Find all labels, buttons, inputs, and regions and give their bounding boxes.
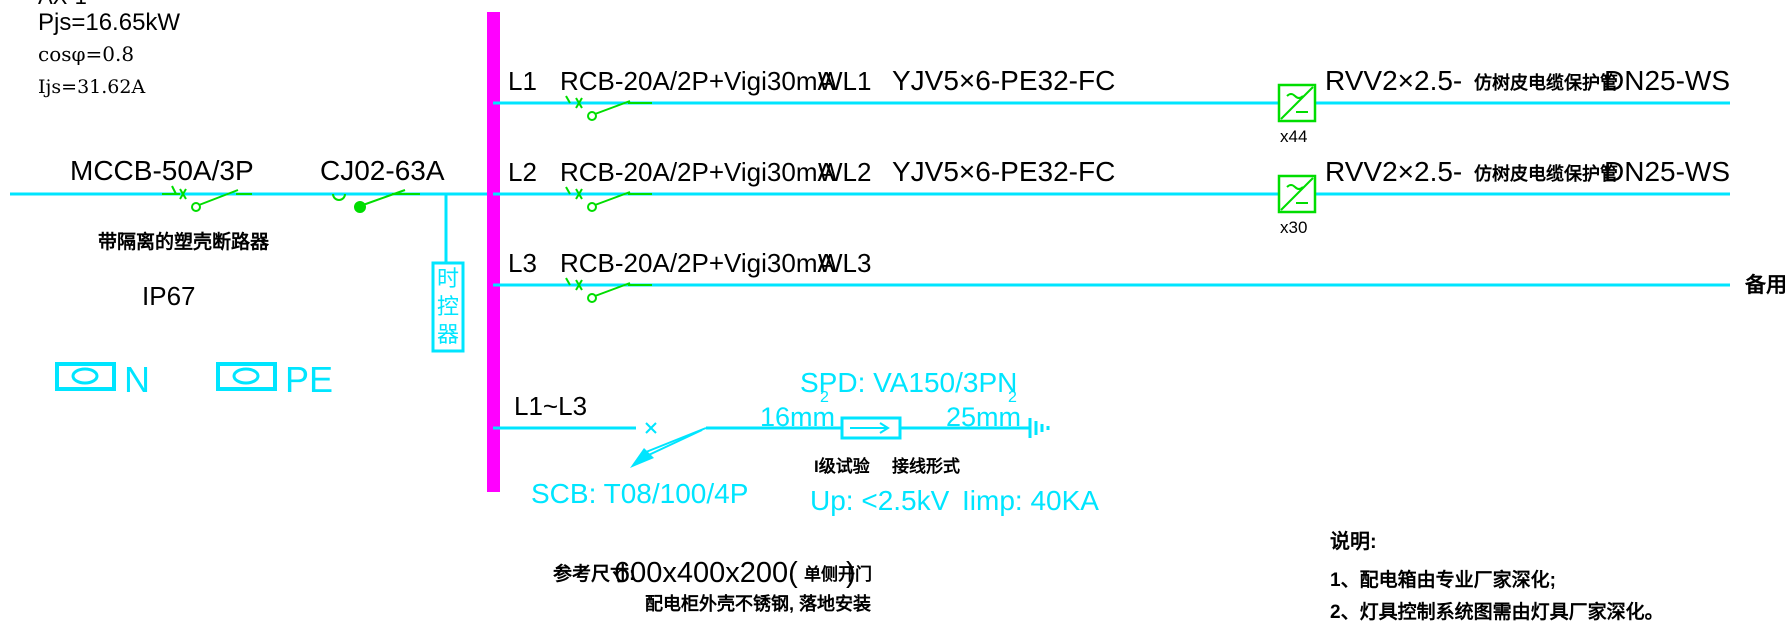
busbar	[487, 12, 500, 492]
note-item-1: 1、配电箱由专业厂家深化;	[1330, 568, 1556, 591]
mccb-symbol	[162, 185, 252, 212]
spd-device	[840, 416, 902, 440]
circuit-l1-conduit: 仿树皮电缆保护管	[1474, 72, 1618, 93]
contactor-symbol	[332, 189, 420, 213]
spd-phase: L1~L3	[514, 391, 587, 421]
circuit-l2-rcb-symbol	[565, 186, 652, 212]
timer-char-1: 时	[437, 266, 459, 291]
circuit-l2-wl: WL2	[818, 157, 871, 187]
scb-label: SCB: T08/100/4P	[531, 478, 748, 509]
circuit-l1-count: x44	[1280, 127, 1307, 146]
circuit-l2-conduit: 仿树皮电缆保护管	[1474, 163, 1618, 184]
circuit-l2-phase: L2	[508, 157, 537, 187]
circuit-l3-spare: 备用	[1744, 273, 1787, 297]
ip-rating: IP67	[142, 281, 196, 311]
spd-up: Up: <2.5kV	[810, 485, 950, 516]
spd-wire1-sup: 2	[820, 389, 829, 406]
spd-wiring: 接线形式	[892, 456, 960, 476]
circuit-l1-rcb-symbol	[565, 95, 652, 121]
circuit-l2-driver-icon	[1277, 174, 1317, 214]
circuit-l2-feed: RVV2×2.5-	[1325, 156, 1462, 187]
pe-terminal	[216, 362, 277, 391]
circuit-l1-feed: RVV2×2.5-	[1325, 65, 1462, 96]
spd-model: SPD: VA150/3PN	[800, 367, 1017, 398]
breaker-note: 带隔离的塑壳断路器	[98, 230, 270, 253]
size-note: 配电柜外壳不锈钢, 落地安装	[645, 593, 871, 614]
scb-arrow	[630, 448, 654, 468]
circuit-l2-breaker: RCB-20A/2P+Vigi30mA	[560, 157, 835, 187]
box-id: AX-1	[38, 0, 87, 9]
n-terminal	[55, 362, 116, 391]
cos-label: cosφ=0.8	[38, 42, 134, 66]
circuit-l3-breaker: RCB-20A/2P+Vigi30mA	[560, 248, 835, 278]
size-side: 单侧开门	[804, 564, 872, 584]
size-close: )	[846, 557, 856, 589]
timer-char-3: 器	[437, 322, 459, 347]
timer-char-2: 控	[437, 294, 459, 319]
contactor-label: CJ02-63A	[320, 155, 445, 186]
spd-class: I级试验	[814, 456, 871, 476]
circuit-l2-count: x30	[1280, 218, 1307, 237]
circuit-l1-breaker: RCB-20A/2P+Vigi30mA	[560, 66, 835, 96]
spd-wire2-sup: 2	[1008, 389, 1017, 406]
ijs-label: Ijs=31.62A	[38, 76, 145, 98]
spd-iimp: Iimp: 40KA	[962, 485, 1099, 516]
timer-box	[431, 261, 465, 353]
spd-wire2: 25mm	[946, 402, 1021, 432]
incoming-breaker-label: MCCB-50A/3P	[70, 155, 254, 186]
notes-title: 说明:	[1330, 529, 1377, 553]
pe-label: PE	[285, 359, 333, 400]
circuit-l2-cable: YJV5×6-PE32-FC	[892, 156, 1115, 187]
circuit-l1-cable: YJV5×6-PE32-FC	[892, 65, 1115, 96]
size-label: 参考尺寸:	[553, 562, 635, 585]
circuit-l2-dn: DN25-WS	[1604, 156, 1730, 187]
circuit-l3-phase: L3	[508, 248, 537, 278]
circuit-l3-rcb-symbol	[565, 277, 652, 303]
circuit-l1-dn: DN25-WS	[1604, 65, 1730, 96]
circuit-l1-wl: WL1	[818, 66, 871, 96]
ground-icon	[1028, 418, 1050, 438]
pjs-label: Pjs=16.65kW	[38, 9, 180, 36]
circuit-l3-wl: WL3	[818, 248, 871, 278]
n-label: N	[124, 359, 150, 400]
circuit-l1-driver-icon	[1277, 83, 1317, 123]
size-value: 600x400x200(	[614, 557, 798, 589]
circuit-l1-phase: L1	[508, 66, 537, 96]
note-item-2: 2、灯具控制系统图需由灯具厂家深化。	[1330, 600, 1664, 623]
spd-wire1: 16mm	[760, 402, 835, 432]
